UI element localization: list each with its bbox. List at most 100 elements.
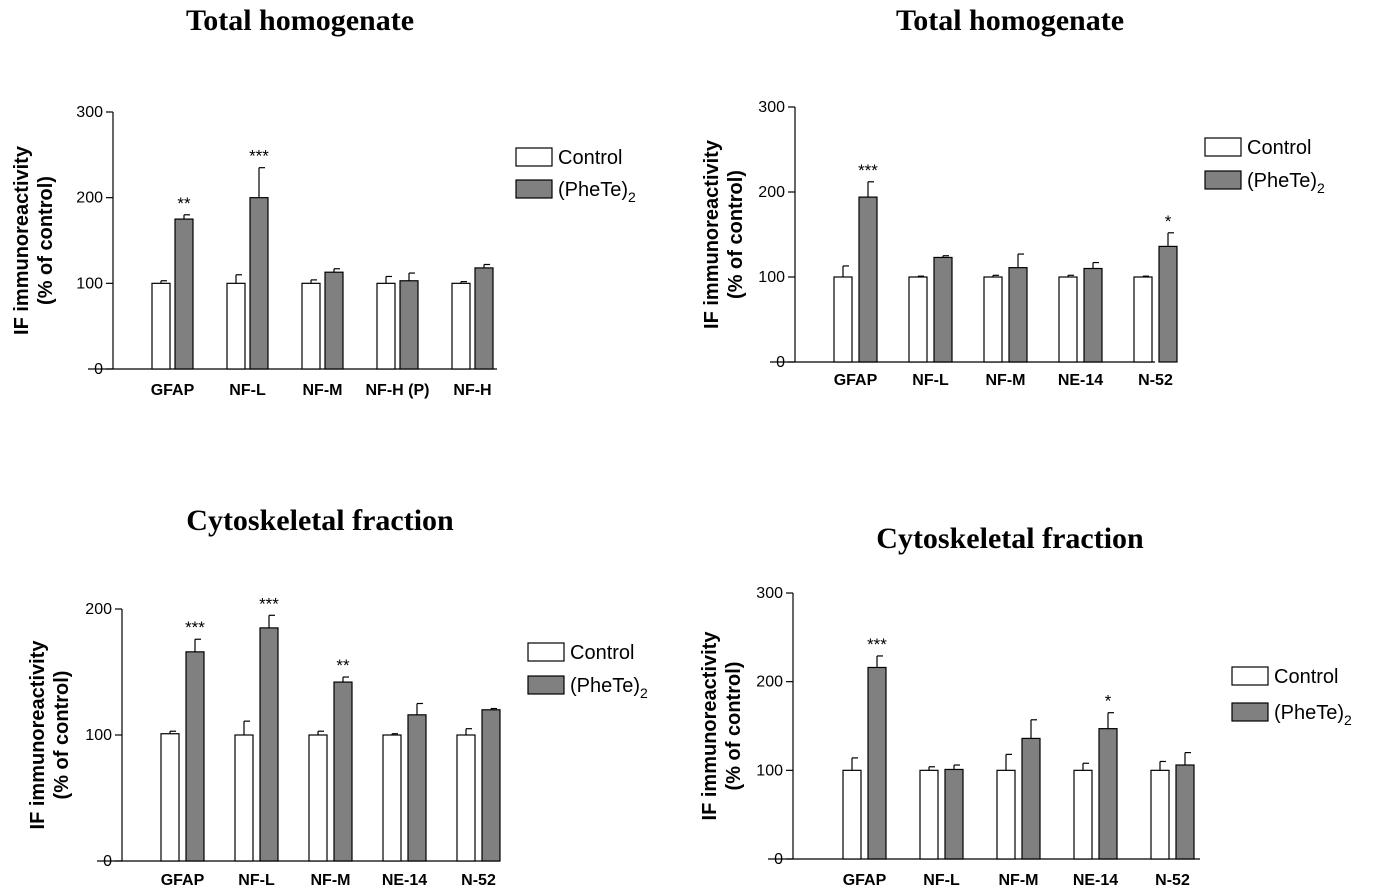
legend-swatch-treated: [515, 179, 553, 199]
significance-marker: ***: [867, 635, 887, 654]
category-label: GFAP: [151, 382, 195, 399]
category-label: N-52: [461, 872, 496, 889]
treated-bar: [1098, 728, 1118, 860]
control-bar: [983, 276, 1003, 363]
control-bar: [456, 734, 476, 862]
legend-label-subscript: 2: [1344, 712, 1352, 728]
control-bar: [919, 769, 939, 860]
chart-panel-4: Cytoskeletal fraction IF immunoreactivity…: [699, 522, 1352, 889]
category-label: NF-M: [999, 872, 1039, 889]
significance-marker: ***: [185, 618, 205, 637]
control-bar: [1058, 276, 1078, 363]
control-bar: [160, 733, 180, 862]
y-tick-label: 200: [76, 190, 103, 207]
legend-label-treated: (PheTe)2: [570, 675, 648, 701]
chart-title: Total homogenate: [186, 4, 414, 37]
y-axis-label: (% of control): [51, 671, 73, 800]
significance-marker: ***: [249, 147, 269, 166]
legend-swatch-control: [1231, 666, 1269, 686]
significance-marker: *: [1165, 212, 1172, 231]
y-axis-label: IF immunoreactivity: [699, 631, 721, 821]
y-tick-label: 300: [756, 585, 783, 602]
category-label: NF-H: [453, 382, 491, 399]
y-tick-label: 100: [85, 727, 112, 744]
treated-bar: [944, 768, 964, 860]
significance-marker: ***: [259, 594, 279, 613]
category-label: NF-M: [311, 872, 351, 889]
treated-bar: [1021, 737, 1041, 860]
treated-bar: [324, 271, 344, 370]
legend: Control (PheTe)2: [527, 642, 648, 701]
category-label: NE-14: [382, 872, 427, 889]
control-bar: [376, 282, 396, 370]
treated-bar: [259, 627, 279, 862]
significance-marker: **: [177, 194, 191, 213]
category-label: N-52: [1155, 872, 1190, 889]
treated-bar: [933, 256, 953, 363]
chart-panel-3: Cytoskeletal fraction IF immunoreactivity…: [27, 504, 648, 889]
legend-swatch-control: [527, 642, 565, 662]
y-tick-label: 300: [76, 104, 103, 121]
y-tick-label: 100: [756, 762, 783, 779]
treated-bar: [407, 714, 427, 862]
control-bar: [308, 734, 328, 862]
legend: Control (PheTe)2: [515, 147, 636, 205]
legend: Control (PheTe)2: [1231, 666, 1352, 728]
treated-bar: [481, 709, 501, 862]
control-bar: [842, 769, 862, 860]
legend-label-treated: (PheTe)2: [1274, 702, 1352, 728]
significance-marker: ***: [858, 161, 878, 180]
treated-bar: [333, 681, 353, 862]
legend-swatch-treated: [1231, 702, 1269, 722]
y-axis-label: IF immunoreactivity: [27, 640, 49, 830]
y-axis-label: IF immunoreactivity: [11, 145, 33, 335]
category-label: GFAP: [834, 372, 878, 389]
control-bar: [833, 276, 853, 363]
y-tick-label: 100: [76, 275, 103, 292]
y-axis-label: (% of control): [723, 662, 745, 791]
y-tick-label: 200: [85, 601, 112, 618]
treated-bar: [858, 196, 878, 363]
control-bar: [451, 282, 471, 370]
significance-marker: *: [1105, 692, 1112, 711]
y-tick-label: 300: [758, 99, 785, 116]
treated-bar: [1158, 245, 1178, 363]
treated-bar: [399, 280, 419, 370]
control-bar: [908, 276, 928, 363]
legend-label-subscript: 2: [628, 189, 636, 205]
y-axis-label: (% of control): [35, 176, 57, 305]
treated-bar: [867, 666, 887, 860]
control-bar: [226, 282, 246, 370]
category-label: GFAP: [843, 872, 887, 889]
control-bar: [382, 734, 402, 862]
legend-label-subscript: 2: [640, 685, 648, 701]
category-label: N-52: [1138, 372, 1173, 389]
category-label: NF-L: [229, 382, 266, 399]
treated-bar: [1175, 764, 1195, 860]
chart-panel-1: Total homogenate IF immunoreactivity (% of…: [11, 4, 636, 399]
treated-bar: [249, 197, 269, 370]
category-label: NF-L: [923, 872, 960, 889]
chart-title: Total homogenate: [896, 4, 1124, 37]
y-axis-label: (% of control): [725, 170, 747, 299]
y-tick-label: 100: [758, 269, 785, 286]
category-label: NE-14: [1073, 872, 1118, 889]
treated-bar: [1083, 267, 1103, 363]
chart-title: Cytoskeletal fraction: [876, 522, 1144, 555]
treated-bar: [185, 651, 205, 862]
control-bar: [234, 734, 254, 862]
y-axis-label: IF immunoreactivity: [701, 139, 723, 329]
treated-bar: [474, 267, 494, 370]
category-label: NF-L: [912, 372, 949, 389]
legend-label-subscript: 2: [1317, 180, 1325, 196]
control-bar: [996, 769, 1016, 860]
category-label: NF-L: [238, 872, 275, 889]
category-label: NF-M: [303, 382, 343, 399]
y-tick-label: 200: [756, 674, 783, 691]
category-label: NF-H (P): [366, 382, 430, 399]
legend-swatch-control: [1204, 137, 1242, 157]
control-bar: [1150, 769, 1170, 860]
legend-label-control: Control: [1274, 666, 1338, 688]
legend-swatch-treated: [527, 675, 565, 695]
treated-bar: [174, 218, 194, 370]
